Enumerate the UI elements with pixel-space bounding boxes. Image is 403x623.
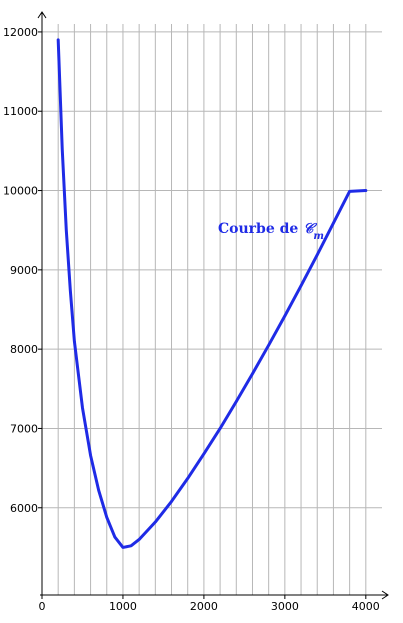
axes-layer	[37, 11, 389, 600]
y-tick-label: 8000	[10, 343, 38, 356]
x-tick-label: 4000	[352, 600, 380, 613]
x-tick-label: 0	[39, 600, 46, 613]
ticks-layer: 0 1000 2000 3000 4000 6000 7000 8000 9000 10000 11…	[3, 26, 380, 613]
curve-label-sub: m	[313, 231, 324, 242]
y-tick-label: 6000	[10, 502, 38, 515]
y-axis-arrow	[37, 11, 47, 19]
y-tick-label: 7000	[10, 422, 38, 435]
y-tick-label: 12000	[3, 26, 38, 39]
x-axis-arrow	[381, 590, 389, 600]
series-layer	[56, 38, 368, 549]
y-tick-label: 11000	[3, 105, 38, 118]
curve-label-main: Courbe de	[218, 221, 303, 237]
y-tick-label: 10000	[3, 185, 38, 198]
label-layer: Courbe de 𝒞m	[218, 221, 324, 242]
y-tick-label: 9000	[10, 264, 38, 277]
x-tick-label: 2000	[190, 600, 218, 613]
series-cm-curve	[56, 38, 368, 549]
x-tick-label: 3000	[271, 600, 299, 613]
x-tick-label: 1000	[109, 600, 137, 613]
grid-layer	[42, 24, 382, 595]
curve-label: Courbe de 𝒞m	[218, 221, 324, 242]
